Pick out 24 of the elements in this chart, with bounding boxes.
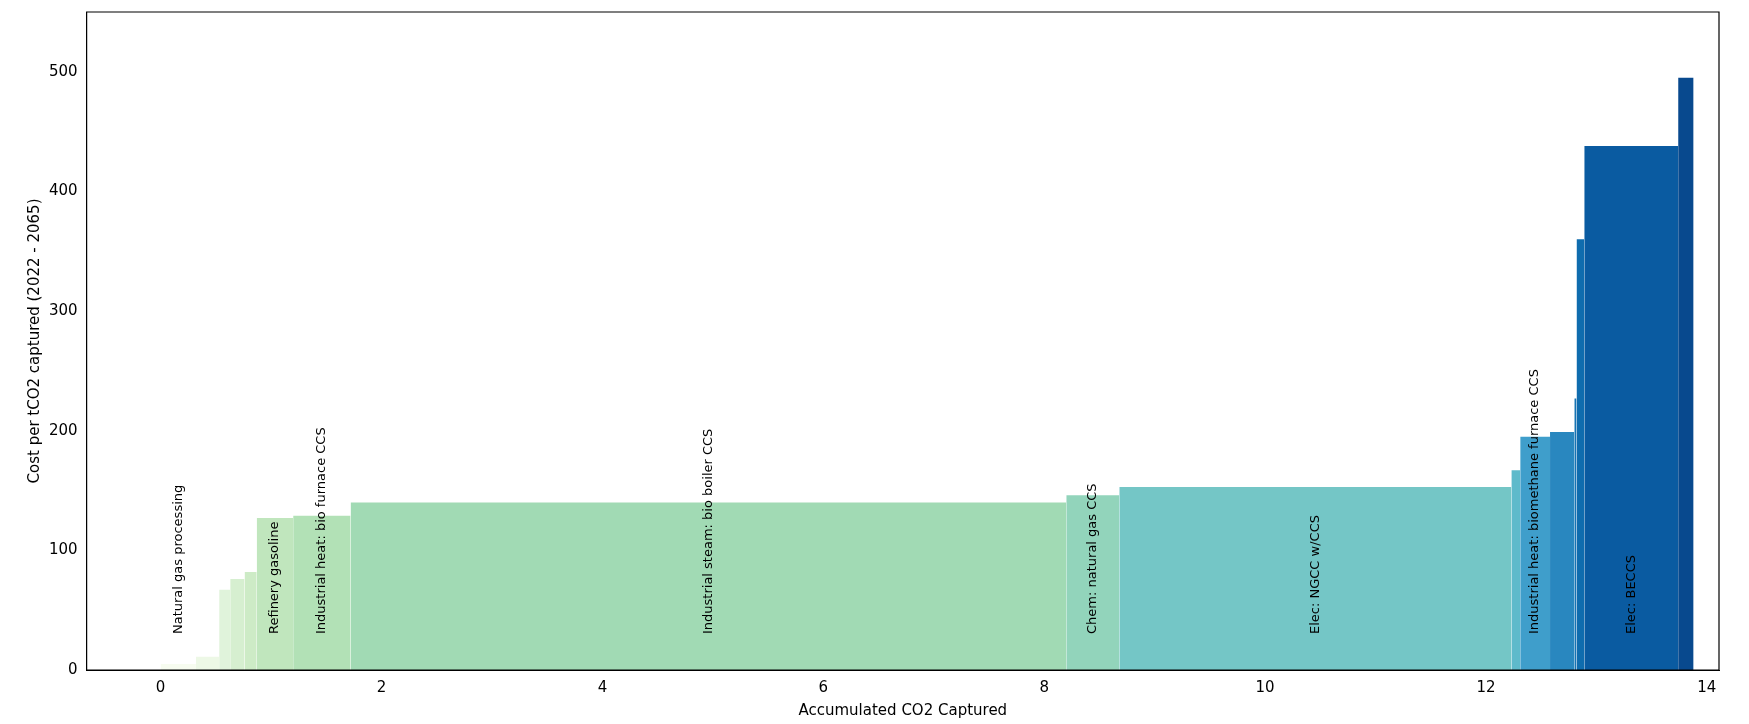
- x-tick-label: 14: [1697, 677, 1717, 696]
- series-label: Industrial heat: biomethane furnace CCS: [1526, 369, 1542, 634]
- series-label: Elec: BECCS: [1622, 554, 1638, 634]
- x-tick-label: 6: [818, 677, 829, 696]
- x-tick-label: 8: [1039, 677, 1049, 696]
- x-tick-label: 0: [155, 677, 166, 696]
- x-tick-label: 10: [1255, 677, 1275, 696]
- x-tick-label: 2: [376, 677, 387, 696]
- series-label: Industrial steam: bio boiler CCS: [699, 428, 715, 634]
- y-tick-label: 400: [48, 181, 78, 200]
- series-label: Industrial heat: bio furnace CCS: [313, 427, 329, 634]
- series-label: Refinery gasoline: [266, 521, 282, 634]
- y-tick-label: 500: [48, 61, 78, 80]
- y-tick-label: 0: [68, 659, 78, 678]
- text: Natural gas processing: [169, 484, 185, 634]
- y-tick-label: 100: [48, 540, 78, 559]
- y-axis-title: Cost per tCO2 captured (2022 - 2065): [24, 198, 43, 484]
- y-tick-label: 300: [48, 300, 78, 319]
- series-label: Elec: NGCC w/CCS: [1306, 515, 1322, 634]
- x-tick-label: 4: [597, 677, 608, 696]
- series-label: Chem: natural gas CCS: [1084, 483, 1100, 634]
- y-tick-label: 200: [48, 420, 78, 439]
- x-axis-title: Accumulated CO2 Captured: [798, 700, 1008, 719]
- x-tick-label: 12: [1476, 677, 1496, 696]
